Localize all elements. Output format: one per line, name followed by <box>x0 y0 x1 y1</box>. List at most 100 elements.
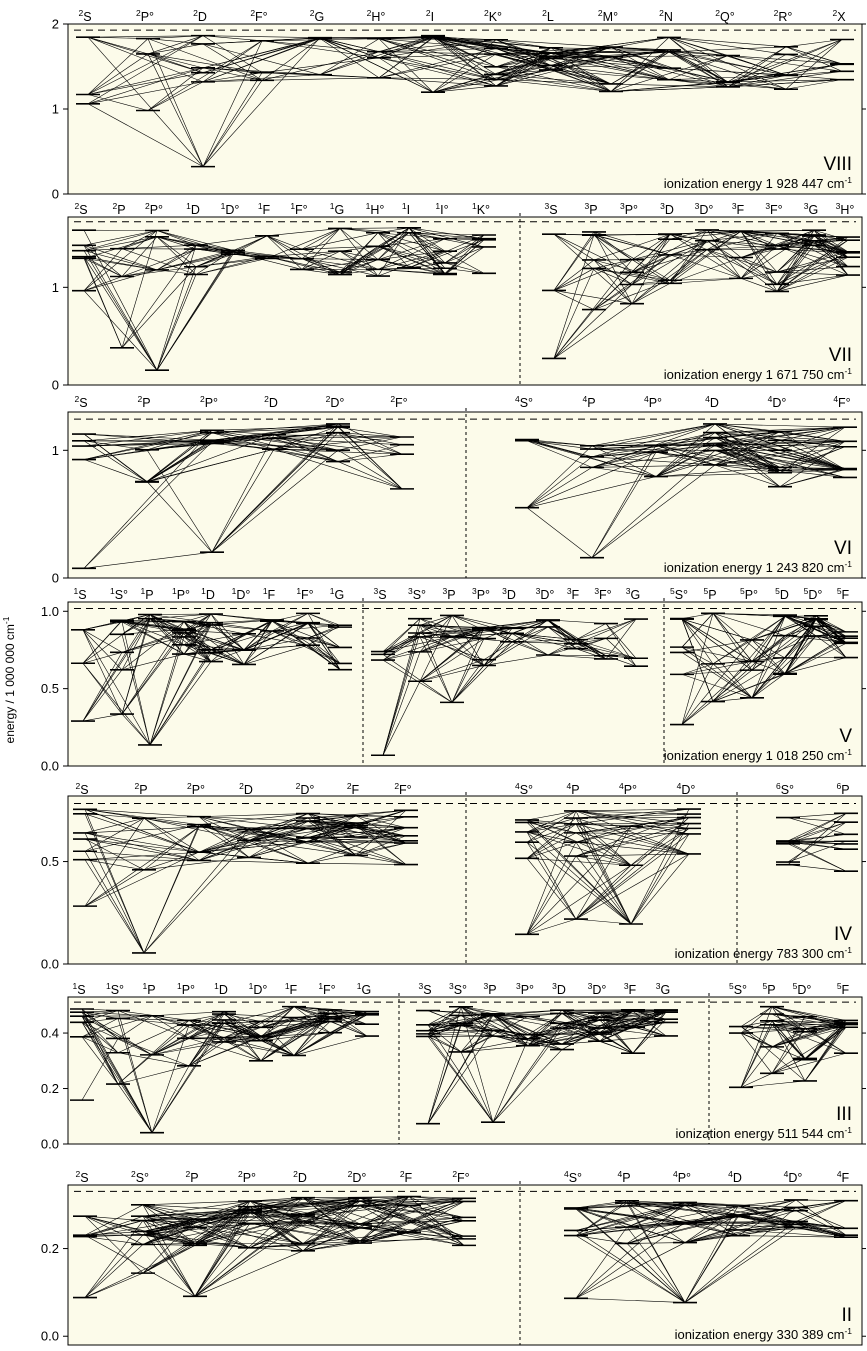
term-label: 2D <box>193 8 207 24</box>
transition-line <box>593 259 671 281</box>
transition-line <box>121 653 185 671</box>
transition-line <box>149 622 212 746</box>
transition-line <box>669 278 742 284</box>
transition-line <box>142 1200 251 1236</box>
transition-line <box>87 36 204 167</box>
transition-line <box>610 49 670 58</box>
transition-line <box>575 832 690 855</box>
transition-line <box>81 1008 119 1039</box>
transition-line <box>591 456 716 466</box>
transition-line <box>714 437 781 474</box>
transition-line <box>261 57 380 74</box>
transition-line <box>526 831 632 925</box>
transition-line <box>444 238 485 264</box>
transition-line <box>511 641 577 645</box>
transition-line <box>776 274 849 292</box>
transition-line <box>631 234 671 285</box>
transition-line <box>82 669 123 722</box>
transition-line <box>575 865 632 920</box>
transition-line <box>142 1200 251 1245</box>
transition-line <box>146 448 275 483</box>
transition-line <box>210 630 273 651</box>
transition-line <box>751 673 786 699</box>
ionization-energy-label: ionization energy 1 018 250 cm-1 <box>664 747 853 763</box>
term-label: 3P° <box>620 201 638 217</box>
transition-line <box>382 615 453 652</box>
transition-line <box>378 37 434 79</box>
transition-line <box>813 234 849 241</box>
transition-line <box>149 649 212 746</box>
transition-line <box>121 248 197 277</box>
panel-frame <box>67 411 863 579</box>
term-label: 5F <box>837 981 850 997</box>
transition-line <box>785 63 843 76</box>
transition-line <box>83 250 158 271</box>
transition-line <box>575 648 607 660</box>
transition-line <box>83 236 158 251</box>
transition-line <box>727 63 843 83</box>
transition-line <box>706 249 778 273</box>
transition-line <box>751 661 786 674</box>
transition-line <box>408 1231 465 1240</box>
transition-line <box>492 1009 563 1016</box>
transition-line <box>377 269 446 274</box>
transition-line <box>156 245 197 371</box>
transition-line <box>183 632 245 651</box>
transition-line <box>339 228 379 234</box>
transition-line <box>483 633 513 666</box>
transition-line <box>149 614 185 631</box>
transition-line <box>575 1202 628 1209</box>
transition-line <box>273 434 403 438</box>
transition-line <box>117 1010 153 1133</box>
transition-line <box>378 57 434 93</box>
transition-line <box>706 249 742 279</box>
transition-line <box>151 1023 225 1133</box>
transition-line <box>146 434 275 483</box>
transition-line <box>575 639 607 660</box>
transition-line <box>183 630 245 635</box>
y-tick-label: 0.5 <box>41 854 59 869</box>
transition-line <box>359 1196 410 1229</box>
transition-line <box>547 626 607 660</box>
transition-line <box>202 72 263 83</box>
transition-line <box>610 56 729 83</box>
transition-line <box>151 1011 225 1017</box>
transition-line <box>804 1020 847 1059</box>
transition-line <box>575 1205 686 1231</box>
transition-line <box>575 1222 686 1299</box>
transition-line <box>610 86 729 92</box>
transition-line <box>84 1215 144 1221</box>
term-label: 3P° <box>516 981 534 997</box>
transition-line <box>787 840 847 845</box>
transition-line <box>813 245 849 258</box>
transition-line <box>84 1218 196 1237</box>
transition-line <box>795 1210 847 1236</box>
transition-line <box>121 266 197 277</box>
term-label: 4D° <box>784 1169 803 1185</box>
transition-line <box>668 46 787 53</box>
transition-line <box>727 55 787 76</box>
transition-line <box>266 256 341 275</box>
transition-line <box>142 1204 251 1211</box>
term-label: 3G <box>656 981 670 997</box>
transition-line <box>751 626 817 671</box>
transition-line <box>511 619 549 629</box>
transition-line <box>194 1213 304 1246</box>
panel-II: 0.00.22S 2S° 2P 2P° 2D 2D° 2F 2F° 4S° 4P 4P° 4D 4D° 4… <box>41 1169 866 1346</box>
transition-line <box>301 259 379 270</box>
transition-line <box>359 1200 465 1246</box>
term-label: 3D <box>552 981 566 997</box>
transition-line <box>714 423 846 442</box>
transition-line <box>143 840 250 954</box>
transition-line <box>444 262 485 274</box>
y-tick-label: 0.2 <box>41 1241 59 1256</box>
transition-line <box>714 432 781 487</box>
transition-line <box>444 246 485 264</box>
transition-line <box>243 630 273 651</box>
transition-line <box>784 626 817 674</box>
transition-line <box>319 38 380 79</box>
transition-line <box>419 627 485 634</box>
panel-III: 0.00.20.41S 1S° 1P 1P° 1D 1D° 1F 1F° 1G 3S 3S° 3P 3P… <box>41 981 866 1152</box>
transition-line <box>355 810 407 856</box>
